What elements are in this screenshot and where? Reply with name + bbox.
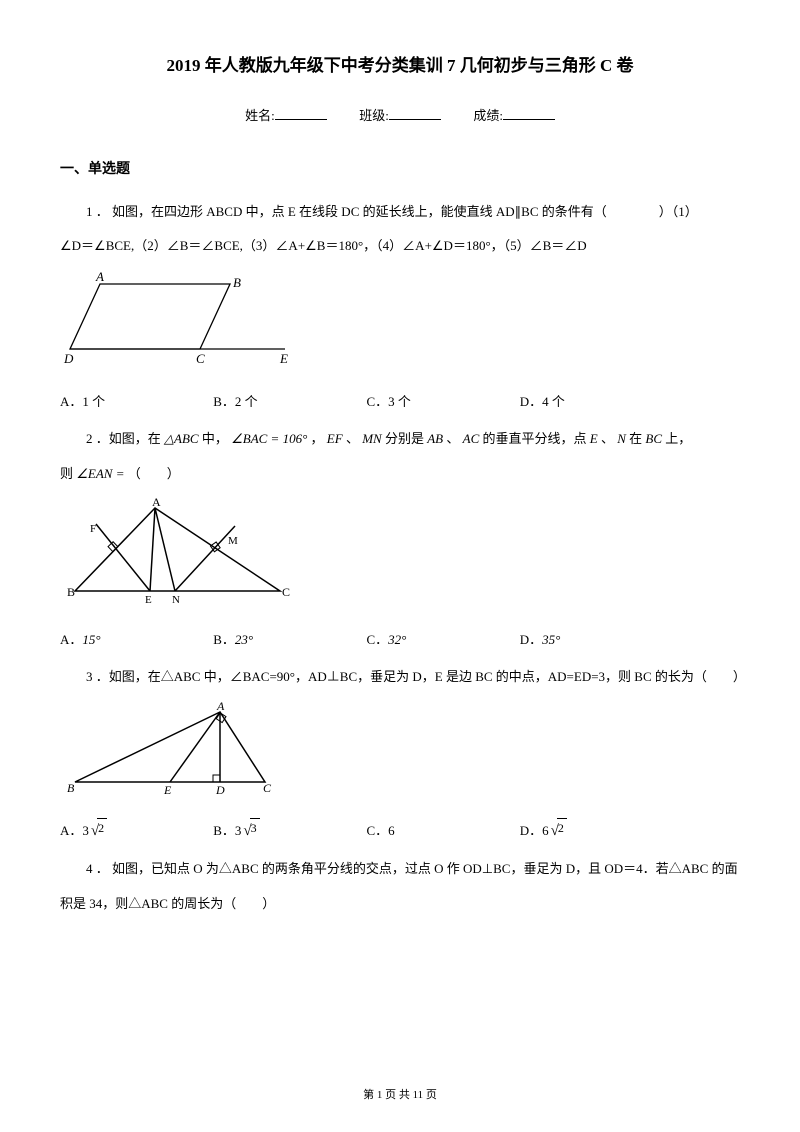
q3-text: 3 ．如图，在△ABC 中，∠BAC=90°，AD⊥BC，垂足为 D，E 是边 … [86, 669, 746, 684]
q2-mn: MN [362, 431, 382, 446]
q2-h: 上， [665, 431, 691, 446]
q3-opt-b: B．3 3 [213, 818, 363, 843]
svg-text:E: E [145, 594, 152, 606]
q2-opt-a-pre: A． [60, 632, 82, 647]
sqrt-icon: 2 [89, 818, 107, 843]
svg-text:C: C [196, 351, 205, 366]
q3-opt-d-rad: 2 [557, 818, 567, 838]
class-label: 班级: [359, 108, 389, 123]
q2-d: 、 [346, 431, 359, 446]
svg-text:C: C [282, 585, 290, 599]
q2-i: 则 [60, 466, 73, 481]
sqrt-icon: 2 [549, 818, 567, 843]
q2-npt: N [617, 431, 626, 446]
q2-ang: ∠BAC = 106° [231, 431, 307, 446]
svg-text:F: F [90, 523, 96, 535]
q4-text-b: 积是 34，则△ABC 的周长为（ ） [60, 896, 275, 911]
q2-opt-d-val: 35° [542, 632, 560, 647]
q2-opt-c: C．32° [367, 630, 517, 651]
q1-options: A．1 个 B．2 个 C．3 个 D．4 个 [60, 392, 740, 413]
q2-d3: 、 [601, 431, 614, 446]
q1-text-a: 1 ． 如图，在四边形 ABCD 中，点 E 在线段 DC 的延长线上，能使直线… [86, 204, 698, 219]
svg-text:A: A [216, 700, 225, 713]
q3-opt-a-rad: 2 [97, 818, 107, 838]
svg-text:D: D [63, 351, 74, 366]
sqrt-icon: 3 [241, 818, 259, 843]
q2-opt-a: A．15° [60, 630, 210, 651]
question-2: 2 ．如图，在 △ABC 中， ∠BAC = 106° ， EF 、 MN 分别… [60, 425, 740, 454]
q2-d2: 、 [446, 431, 459, 446]
q2-bc: BC [645, 431, 662, 446]
question-1b: ∠D＝∠BCE,（2）∠B＝∠BCE,（3）∠A+∠B＝180°，（4）∠A+∠… [60, 232, 740, 261]
score-blank [503, 106, 555, 120]
q1-opt-c: C．3 个 [367, 392, 517, 413]
svg-text:A: A [152, 496, 161, 509]
svg-text:B: B [67, 585, 75, 599]
q3-figure: A B C E D [60, 700, 740, 809]
q1-opt-b: B．2 个 [213, 392, 363, 413]
q1-opt-a: A．1 个 [60, 392, 210, 413]
svg-text:B: B [67, 781, 75, 795]
q2-figure: A B C F M E N [60, 496, 740, 620]
svg-text:C: C [263, 781, 272, 795]
svg-text:E: E [163, 783, 172, 797]
q3-opt-d: D．6 2 [520, 818, 670, 843]
page-footer: 第 1 页 共 11 页 [0, 1085, 800, 1106]
q2-opt-a-val: 15° [82, 632, 100, 647]
question-4: 4 ． 如图，已知点 O 为△ABC 的两条角平分线的交点，过点 O 作 OD⊥… [60, 855, 740, 884]
q3-opt-a: A．3 2 [60, 818, 210, 843]
question-4b: 积是 34，则△ABC 的周长为（ ） [60, 890, 740, 919]
q3-opt-a-pre: A．3 [60, 823, 89, 838]
q2-a: 2 ．如图，在 [86, 431, 161, 446]
q2-ab: AB [427, 431, 443, 446]
q3-opt-c: C．6 [367, 821, 517, 842]
svg-text:N: N [172, 594, 180, 606]
q2-paren: （ ） [128, 466, 180, 481]
q2-f: 的垂直平分线，点 [483, 431, 587, 446]
q2-ac: AC [463, 431, 480, 446]
q2-ean: ∠EAN = [76, 466, 127, 481]
svg-text:M: M [228, 535, 238, 547]
q2-opt-c-val: 32° [388, 632, 406, 647]
q3-opt-b-pre: B．3 [213, 823, 241, 838]
question-2b: 则 ∠EAN = （ ） [60, 460, 740, 489]
q2-opt-c-pre: C． [367, 632, 389, 647]
svg-text:E: E [279, 351, 288, 366]
score-label: 成绩: [473, 108, 503, 123]
q2-g: 在 [629, 431, 642, 446]
name-label: 姓名: [245, 108, 275, 123]
class-blank [389, 106, 441, 120]
q1-opt-d: D．4 个 [520, 392, 670, 413]
q2-e: 分别是 [385, 431, 424, 446]
q2-opt-b: B．23° [213, 630, 363, 651]
q2-opt-d-pre: D． [520, 632, 542, 647]
q2-c: ， [311, 431, 324, 446]
svg-text:B: B [233, 275, 241, 290]
q1-text-b: ∠D＝∠BCE,（2）∠B＝∠BCE,（3）∠A+∠B＝180°，（4）∠A+∠… [60, 238, 587, 253]
section-heading: 一、单选题 [60, 157, 740, 184]
q2-ept: E [590, 431, 598, 446]
q2-options: A．15° B．23° C．32° D．35° [60, 630, 740, 651]
q2-tri: △ABC [164, 431, 199, 446]
q2-b: 中， [202, 431, 228, 446]
header-fields: 姓名: 班级: 成绩: [60, 104, 740, 129]
name-blank [275, 106, 327, 120]
q3-options: A．3 2 B．3 3 C．6 D．6 2 [60, 818, 740, 843]
question-3: 3 ．如图，在△ABC 中，∠BAC=90°，AD⊥BC，垂足为 D，E 是边 … [60, 663, 740, 692]
svg-text:D: D [215, 783, 225, 797]
svg-text:A: A [95, 269, 104, 284]
q2-opt-b-pre: B． [213, 632, 235, 647]
question-1: 1 ． 如图，在四边形 ABCD 中，点 E 在线段 DC 的延长线上，能使直线… [60, 198, 740, 227]
page-title: 2019 年人教版九年级下中考分类集训 7 几何初步与三角形 C 卷 [60, 50, 740, 82]
q3-opt-d-pre: D．6 [520, 823, 549, 838]
q1-figure: A B D C E [60, 269, 740, 383]
q2-ef: EF [327, 431, 343, 446]
q2-opt-d: D．35° [520, 630, 670, 651]
q2-opt-b-val: 23° [235, 632, 253, 647]
q3-opt-b-rad: 3 [250, 818, 260, 838]
q4-text-a: 4 ． 如图，已知点 O 为△ABC 的两条角平分线的交点，过点 O 作 OD⊥… [86, 861, 738, 876]
